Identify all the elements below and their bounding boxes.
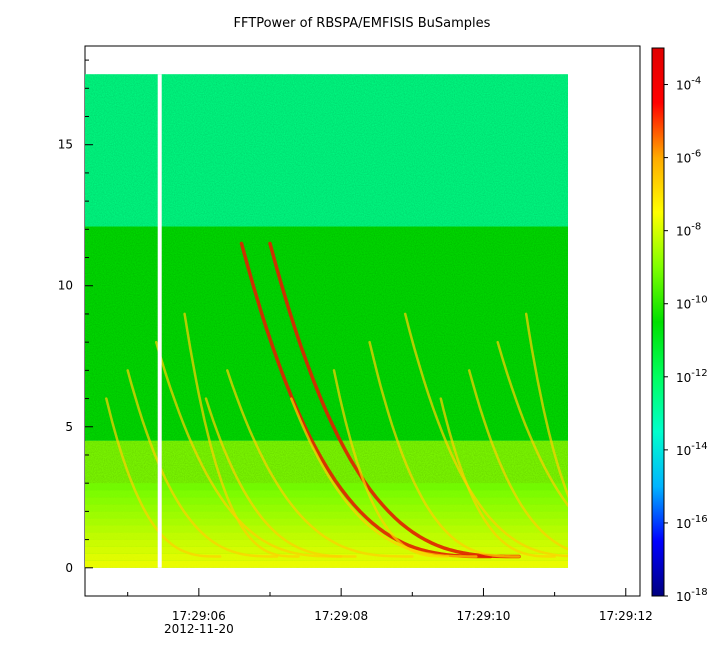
low-freq-band-8 bbox=[85, 504, 568, 512]
low-freq-band-9 bbox=[85, 497, 568, 505]
low-freq-band-2 bbox=[85, 546, 568, 554]
colorbar-tick-label: 10-18 bbox=[676, 587, 708, 604]
low-freq-band-0 bbox=[85, 560, 568, 568]
chorus-element-9 bbox=[332, 369, 450, 558]
power-band-0 bbox=[85, 74, 568, 227]
y-tick-label: 15 bbox=[58, 138, 73, 152]
colorbar-ticks: 10-4 10-6 10-8 10-10 10-12 10-14 10-16 10-18 bbox=[664, 76, 708, 604]
x-date-label: 2012-11-20 bbox=[164, 622, 234, 636]
colorbar-tick-label: 10-4 bbox=[676, 76, 701, 93]
x-tick-label: 17:29:12 bbox=[599, 609, 653, 623]
low-freq-band-10 bbox=[85, 490, 568, 498]
power-band-1 bbox=[85, 226, 568, 441]
chorus-element-15 bbox=[524, 312, 568, 499]
chorus-element-1 bbox=[126, 369, 279, 558]
x-axis: 17:29:06 17:29:08 17:29:10 17:29:12 2012-11-… bbox=[127, 588, 653, 636]
chorus-element-10 bbox=[368, 340, 521, 558]
colorbar-tick-label: 10-12 bbox=[676, 368, 708, 385]
y-tick-label: 5 bbox=[65, 420, 73, 434]
low-freq-band-7 bbox=[85, 511, 568, 519]
x-tick-label: 17:29:08 bbox=[314, 609, 368, 623]
chorus-element-14 bbox=[496, 340, 568, 508]
x-tick-label: 17:29:06 bbox=[172, 609, 226, 623]
colorbar-tick-label: 10-6 bbox=[676, 149, 701, 166]
chorus-elements bbox=[105, 241, 568, 559]
chart-title: FFTPower of RBSPA/EMFISIS BuSamples bbox=[233, 16, 491, 31]
y-tick-label: 10 bbox=[58, 279, 73, 293]
colorbar bbox=[651, 47, 665, 597]
low-freq-band-6 bbox=[85, 518, 568, 526]
colorbar-tick-label: 10-10 bbox=[676, 295, 708, 312]
low-freq-band-5 bbox=[85, 525, 568, 533]
y-axis: 0 5 10 15 bbox=[58, 59, 93, 575]
spectrogram-bands bbox=[85, 74, 568, 568]
data-gap-line bbox=[157, 74, 162, 568]
data-gap bbox=[157, 74, 162, 568]
chorus-element-4 bbox=[204, 397, 357, 558]
chorus-element-11 bbox=[403, 312, 568, 558]
chorus-element-5 bbox=[226, 369, 414, 558]
chorus-element-3 bbox=[183, 312, 300, 558]
chorus-element-0 bbox=[105, 397, 222, 558]
x-tick-label: 17:29:10 bbox=[457, 609, 511, 623]
low-freq-band-11 bbox=[85, 483, 568, 491]
chorus-element-12 bbox=[439, 397, 556, 558]
colorbar-tick-label: 10-8 bbox=[676, 222, 701, 239]
low-freq-band-3 bbox=[85, 539, 568, 547]
colorbar-tick-label: 10-14 bbox=[676, 441, 708, 458]
chorus-element-7 bbox=[268, 241, 521, 559]
chorus-element-2 bbox=[154, 340, 343, 558]
chorus-element-13 bbox=[467, 369, 568, 551]
y-tick-label: 0 bbox=[65, 561, 73, 575]
low-freq-band-4 bbox=[85, 532, 568, 540]
colorbar-tick-label: 10-16 bbox=[676, 514, 708, 531]
